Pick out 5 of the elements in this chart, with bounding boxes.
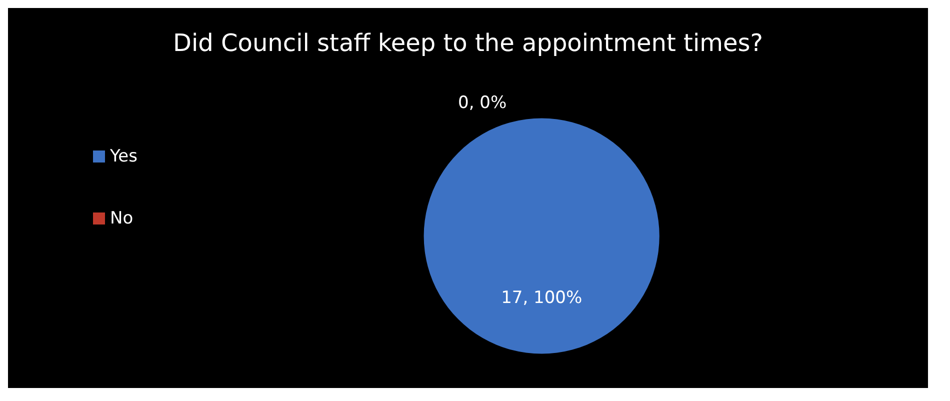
legend-label: Yes: [109, 146, 138, 166]
data-label: 17, 100%: [501, 288, 582, 308]
text: 0, 0%: [458, 93, 507, 114]
legend-label: No: [110, 208, 134, 228]
chart-title: Did Council staff keep to the appointment times?: [172, 29, 764, 57]
